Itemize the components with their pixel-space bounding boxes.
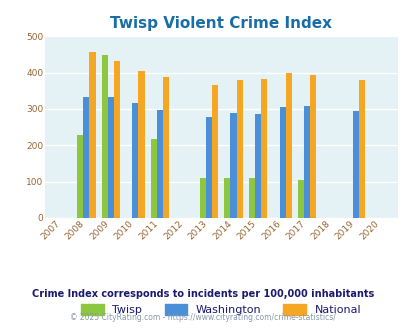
Bar bbox=[101, 55, 108, 218]
Bar bbox=[114, 61, 120, 218]
Bar bbox=[163, 77, 169, 218]
Text: © 2025 CityRating.com - https://www.cityrating.com/crime-statistics/: © 2025 CityRating.com - https://www.city… bbox=[70, 313, 335, 322]
Bar bbox=[285, 73, 291, 218]
Bar bbox=[236, 80, 242, 218]
Bar bbox=[138, 71, 144, 218]
Bar bbox=[248, 178, 254, 218]
Bar bbox=[83, 97, 89, 218]
Bar bbox=[279, 108, 285, 218]
Legend: Twisp, Washington, National: Twisp, Washington, National bbox=[77, 300, 365, 320]
Title: Twisp Violent Crime Index: Twisp Violent Crime Index bbox=[110, 16, 331, 31]
Bar bbox=[132, 104, 138, 218]
Bar bbox=[297, 180, 303, 218]
Bar bbox=[156, 110, 163, 218]
Bar bbox=[230, 113, 236, 218]
Bar bbox=[205, 117, 211, 218]
Bar bbox=[358, 80, 364, 218]
Bar bbox=[108, 97, 114, 218]
Bar bbox=[309, 75, 315, 218]
Bar bbox=[89, 52, 95, 218]
Bar bbox=[150, 139, 156, 218]
Bar bbox=[211, 84, 217, 218]
Bar bbox=[199, 178, 205, 218]
Bar bbox=[260, 79, 266, 218]
Text: Crime Index corresponds to incidents per 100,000 inhabitants: Crime Index corresponds to incidents per… bbox=[32, 289, 373, 299]
Bar bbox=[254, 115, 260, 218]
Bar bbox=[224, 178, 230, 218]
Bar bbox=[303, 106, 309, 218]
Bar bbox=[352, 111, 358, 218]
Bar bbox=[77, 135, 83, 218]
